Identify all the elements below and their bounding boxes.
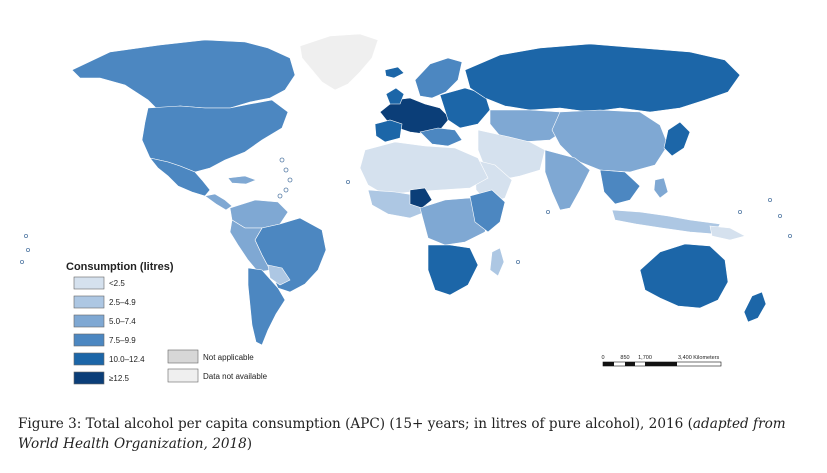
new-zealand [743,291,767,323]
southern-africa [427,244,479,296]
legend-label: Not applicable [203,353,254,362]
small-islands [19,157,793,264]
legend-label: 2.5–4.9 [109,298,136,307]
legend-swatch [167,368,199,383]
east-africa [469,189,506,233]
nigeria [409,187,433,209]
legend-label: 5.0–7.4 [109,317,136,326]
choropleth-map: Consumption (litres) <2.5 2.5–4.9 5.0–7.… [19,33,793,385]
legend-item: <2.5 [73,276,125,290]
korea-japan [663,121,691,157]
scandinavia [414,57,463,99]
legend-item: 2.5–4.9 [73,295,136,309]
scale-bar: 0 850 1,700 3,400 Kilometers [601,355,722,367]
legend-label: Data not available [203,372,268,381]
legend-swatch [73,314,105,328]
legend-item: ≥12.5 [73,371,130,385]
australia [639,243,729,309]
scale-label: 1,700 [638,355,652,361]
argentina-chile [247,267,286,346]
scale-label: 0 [601,355,604,361]
uk-ireland [385,87,405,105]
caption-end: ) [246,436,253,452]
legend-label: <2.5 [109,279,125,288]
caribbean-cuba [227,175,257,185]
legend-item: Data not available [167,368,268,383]
legend-swatch [73,276,105,290]
legend-label: 10.0–12.4 [109,355,145,364]
legend-title: Consumption (litres) [66,261,174,273]
legend-label: ≥12.5 [109,374,130,383]
greenland [299,33,379,91]
legend-label: 7.5–9.9 [109,336,136,345]
kazakhstan-central-asia [489,109,569,143]
madagascar [489,247,505,277]
legend-item: 5.0–7.4 [73,314,136,328]
paraguay-uruguay [267,264,291,286]
italy-balkans [419,127,463,147]
legend-swatch [167,349,199,364]
alaska-canada-region [71,39,296,113]
central-america [204,193,233,211]
eastern-europe [439,87,491,129]
philippines [653,177,669,199]
scale-label: 3,400 Kilometers [678,355,720,361]
legend-swatch [73,295,105,309]
legend-swatch [73,333,105,347]
papua-new-guinea [709,225,746,241]
legend-item: 7.5–9.9 [73,333,136,347]
legend-item: 10.0–12.4 [73,352,145,366]
mexico [149,157,211,197]
scale-label: 850 [620,355,629,361]
figure-caption: Figure 3: Total alcohol per capita consu… [18,414,810,454]
iberia [374,119,403,143]
legend-swatch [73,371,105,385]
legend-swatch [73,352,105,366]
caption-source: adapted from World Health Organization, … [18,416,786,452]
mongolia-china [551,109,669,173]
north-africa-sahara [359,141,489,196]
iceland [384,66,405,79]
legend: Consumption (litres) <2.5 2.5–4.9 5.0–7.… [66,261,268,385]
caption-text: Figure 3: Total alcohol per capita consu… [18,416,693,432]
legend-item: Not applicable [167,349,254,364]
india-south-asia [544,149,591,211]
russia [464,43,741,113]
world-map-figure: Consumption (litres) <2.5 2.5–4.9 5.0–7.… [19,33,793,385]
southeast-asia [599,169,641,205]
